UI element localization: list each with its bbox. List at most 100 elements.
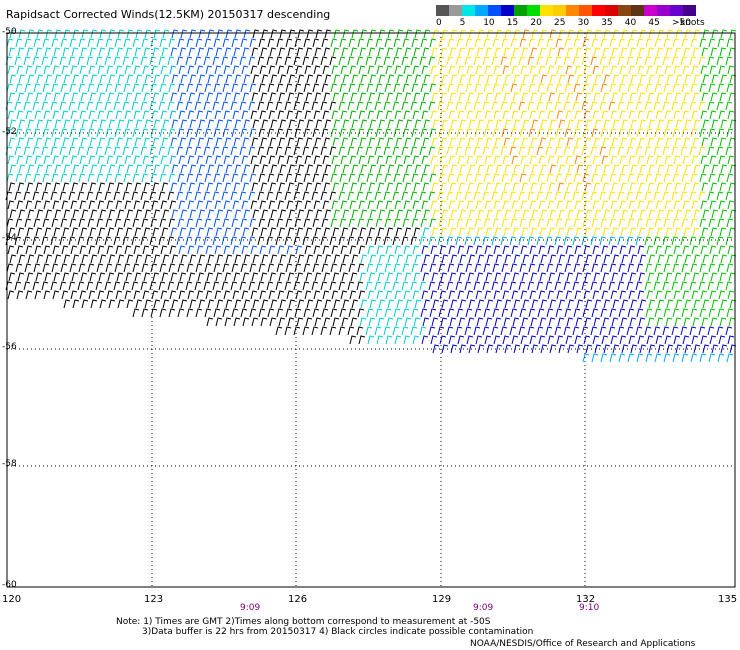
wind-barb	[474, 263, 482, 273]
wind-barb	[194, 56, 202, 66]
wind-barb	[549, 299, 557, 309]
wind-barb	[545, 236, 553, 246]
wind-barb	[167, 56, 175, 66]
wind-barb	[185, 101, 193, 111]
wind-barb	[306, 209, 314, 219]
wind-barb	[648, 209, 656, 219]
wind-barb	[223, 200, 231, 210]
wind-barb	[403, 155, 411, 165]
wind-barb	[528, 263, 536, 273]
wind-barb	[567, 254, 575, 264]
wind-barb	[185, 146, 193, 156]
wind-barb	[528, 38, 536, 48]
wind-barb	[540, 119, 548, 129]
wind-barb	[125, 47, 133, 57]
wind-barb	[590, 281, 598, 291]
wind-barb	[513, 29, 521, 39]
wind-barb	[41, 146, 49, 156]
wind-barb	[638, 317, 646, 327]
wind-barb	[7, 200, 15, 210]
wind-barb	[683, 92, 691, 102]
wind-barb	[331, 155, 339, 165]
wind-barb	[131, 236, 139, 246]
wind-barb	[576, 209, 584, 219]
wind-barb	[564, 128, 572, 138]
wind-barb	[81, 299, 89, 309]
wind-barb	[431, 272, 439, 282]
wind-barb	[509, 56, 517, 66]
wind-barb	[619, 200, 627, 210]
wind-barb	[557, 137, 565, 147]
wind-barb	[320, 56, 328, 66]
wind-barb	[458, 317, 466, 327]
wind-barb	[545, 101, 553, 111]
wind-barb	[521, 317, 529, 327]
wind-barb	[108, 119, 116, 129]
wind-barb	[567, 29, 575, 39]
wind-barb	[259, 155, 267, 165]
wind-barb	[288, 119, 296, 129]
wind-barb	[594, 164, 602, 174]
wind-barb	[52, 200, 60, 210]
wind-barb	[700, 335, 708, 345]
wind-barb	[504, 119, 512, 129]
wind-barb	[468, 254, 476, 264]
wind-barb	[180, 254, 188, 264]
wind-barb	[494, 182, 502, 192]
wind-barb	[573, 83, 581, 93]
wind-barb	[322, 65, 330, 75]
wind-barb	[582, 263, 590, 273]
wind-barb	[655, 155, 663, 165]
wind-barb	[339, 263, 347, 273]
wind-barb	[711, 164, 719, 174]
wind-barb	[545, 281, 553, 291]
wind-barb	[304, 200, 312, 210]
wind-barb	[187, 110, 195, 120]
wind-barb	[248, 191, 256, 201]
wind-barb	[500, 281, 508, 291]
wind-barb	[657, 74, 665, 84]
wind-barb	[599, 191, 607, 201]
wind-barb	[275, 146, 283, 156]
wind-barb	[269, 272, 277, 282]
wind-barb	[501, 173, 509, 183]
wind-barb	[54, 119, 62, 129]
wind-barb	[612, 299, 620, 309]
wind-barb	[222, 218, 230, 228]
wind-barb	[520, 200, 528, 210]
wind-barb	[396, 164, 404, 174]
wind-barb	[350, 92, 358, 102]
wind-barb	[23, 56, 31, 66]
wind-barb	[41, 56, 49, 66]
wind-barb	[698, 326, 706, 336]
wind-barb	[315, 299, 323, 309]
wind-barb	[50, 146, 58, 156]
wind-barb	[153, 74, 161, 84]
wind-barb	[214, 200, 222, 210]
wind-barb	[475, 110, 483, 120]
wind-barb	[726, 128, 734, 138]
wind-barb	[549, 29, 557, 39]
wind-barb	[387, 74, 395, 84]
wind-barb	[286, 65, 294, 75]
wind-barb	[438, 263, 446, 273]
wind-barb	[150, 173, 158, 183]
wind-barb	[567, 299, 575, 309]
wind-barb	[718, 335, 726, 345]
wind-barb	[384, 83, 392, 93]
wind-barb	[583, 245, 591, 255]
wind-barb	[349, 200, 357, 210]
wind-barb	[158, 56, 166, 66]
wind-barb	[465, 38, 473, 48]
wind-barb	[68, 191, 76, 201]
wind-barb	[259, 200, 267, 210]
wind-barb	[527, 326, 535, 336]
wind-barb	[68, 101, 76, 111]
wind-barb	[288, 29, 296, 39]
wind-barb	[377, 317, 385, 327]
wind-barb	[41, 101, 49, 111]
wind-barb	[304, 245, 312, 255]
wind-barb	[546, 173, 554, 183]
wind-barb	[666, 74, 674, 84]
wind-barb	[467, 137, 475, 147]
